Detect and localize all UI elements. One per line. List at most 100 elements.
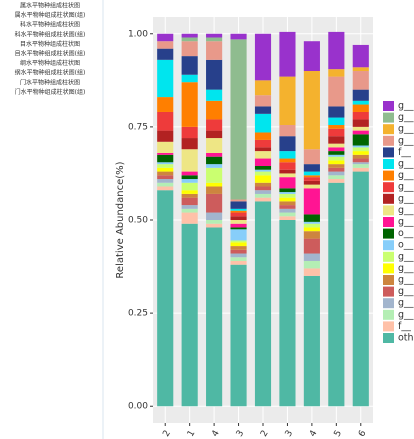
bar-segment bbox=[206, 220, 223, 224]
sidebar-item[interactable]: 科水平物种组成柱状图 bbox=[20, 21, 80, 29]
bar-segment bbox=[206, 119, 223, 131]
bar-segment bbox=[279, 208, 296, 213]
y-tick-label: 1.00 bbox=[128, 29, 148, 39]
bar-segment bbox=[328, 69, 345, 77]
x-tick-label: 1 bbox=[186, 429, 198, 439]
bar-segment bbox=[254, 151, 272, 159]
bar-segment bbox=[181, 175, 198, 180]
bar-segment bbox=[352, 130, 369, 135]
bar-segment bbox=[328, 125, 345, 129]
sidebar-item[interactable]: 门水平物种组成柱状图(组) bbox=[15, 88, 86, 96]
bar-segment bbox=[279, 162, 296, 170]
bar-segment bbox=[181, 208, 198, 213]
bar-segment bbox=[181, 193, 198, 198]
bar-segment bbox=[181, 212, 198, 224]
legend-label: g__ bbox=[398, 135, 414, 146]
legend-label: g__ bbox=[398, 263, 414, 274]
bar-segment bbox=[328, 164, 345, 168]
bar-segment bbox=[157, 33, 174, 42]
bar-segment bbox=[181, 33, 198, 38]
bar-segment bbox=[328, 154, 345, 157]
bar-segment bbox=[157, 162, 174, 165]
bar-segment bbox=[279, 197, 296, 202]
bar-segment bbox=[206, 152, 223, 157]
bar-segment bbox=[254, 95, 272, 107]
bar-segment bbox=[181, 82, 198, 127]
y-tick-label: 0.25 bbox=[128, 309, 148, 319]
bar-segment bbox=[279, 31, 296, 77]
bar-segment bbox=[157, 167, 174, 172]
legend-swatch bbox=[383, 263, 394, 274]
bar-segment bbox=[230, 229, 247, 241]
bar-segment bbox=[206, 138, 223, 153]
sidebar-item[interactable]: 属水平物种组成柱状图 bbox=[20, 2, 80, 10]
bar-segment bbox=[254, 182, 272, 187]
bar-segment bbox=[230, 260, 247, 265]
legend-swatch bbox=[383, 124, 394, 135]
bar-segment bbox=[254, 175, 272, 183]
bar-segment bbox=[157, 190, 174, 407]
sidebar-item[interactable]: 纲水平物种组成柱状图 bbox=[20, 59, 80, 67]
bar-segment bbox=[352, 164, 369, 168]
bar-segment bbox=[206, 182, 223, 187]
sidebar bbox=[0, 0, 103, 439]
legend-swatch bbox=[383, 101, 394, 111]
sidebar-item[interactable]: 目水平物种组成柱状图(组) bbox=[15, 50, 86, 58]
bar-segment bbox=[157, 154, 174, 163]
legend-swatch bbox=[383, 193, 394, 204]
bar-segment bbox=[206, 212, 223, 220]
bar-segment bbox=[181, 149, 198, 172]
bar-segment bbox=[352, 71, 369, 90]
sidebar-item[interactable]: 属水平物种组成柱状图(组) bbox=[15, 11, 86, 19]
bar-segment bbox=[254, 132, 272, 140]
bar-segment bbox=[157, 130, 174, 142]
bar-segment bbox=[279, 205, 296, 209]
bar-segment bbox=[254, 193, 272, 198]
bar-segment bbox=[303, 231, 320, 239]
legend-label: g__ bbox=[398, 205, 414, 216]
bar-segment bbox=[328, 128, 345, 137]
bar-segment bbox=[254, 158, 272, 166]
bar-segment bbox=[206, 100, 223, 120]
bar-segment bbox=[230, 227, 247, 230]
bar-segment bbox=[303, 71, 320, 150]
bar-segment bbox=[206, 227, 223, 407]
x-tick-label: 3 bbox=[284, 429, 296, 439]
bar-segment bbox=[181, 223, 198, 407]
bar-segment bbox=[279, 173, 296, 178]
bar-segment bbox=[181, 205, 198, 209]
bar-segment bbox=[230, 249, 247, 254]
bar-segment bbox=[279, 212, 296, 217]
sidebar-item[interactable]: 目水平物种组成柱状图 bbox=[20, 40, 80, 48]
legend-label: g__ bbox=[398, 309, 414, 320]
bar-segment bbox=[230, 201, 247, 209]
bar-segment bbox=[157, 141, 174, 153]
bar-segment bbox=[230, 33, 247, 40]
bar-segment bbox=[157, 48, 174, 60]
bar-segment bbox=[303, 188, 320, 215]
legend-swatch bbox=[383, 228, 394, 239]
bar-segment bbox=[279, 169, 296, 174]
bar-segment bbox=[352, 134, 369, 146]
bar-segment bbox=[230, 257, 247, 261]
bar-segment bbox=[206, 89, 223, 101]
bar-segment bbox=[254, 147, 272, 152]
bar-segment bbox=[303, 41, 320, 72]
bar-segment bbox=[230, 199, 247, 202]
bar-segment bbox=[279, 76, 296, 126]
x-tick-label: 3 bbox=[235, 429, 247, 439]
bar-segment bbox=[254, 113, 272, 133]
sidebar-item[interactable]: 门水平物种组成柱状图 bbox=[20, 78, 80, 86]
legend-label: g__ bbox=[398, 170, 414, 181]
bar-segment bbox=[181, 74, 198, 83]
bar-segment bbox=[303, 177, 320, 181]
bar-segment bbox=[230, 253, 247, 258]
bar-segment bbox=[279, 125, 296, 137]
sidebar-item[interactable]: 纲水平物种组成柱状图(组) bbox=[15, 69, 86, 77]
sidebar-item[interactable]: 科水平物种组成柱状图(组) bbox=[15, 30, 86, 38]
bar-segment bbox=[303, 175, 320, 178]
bar-segment bbox=[352, 151, 369, 155]
bar-segment bbox=[254, 171, 272, 176]
legend-swatch bbox=[383, 286, 394, 297]
